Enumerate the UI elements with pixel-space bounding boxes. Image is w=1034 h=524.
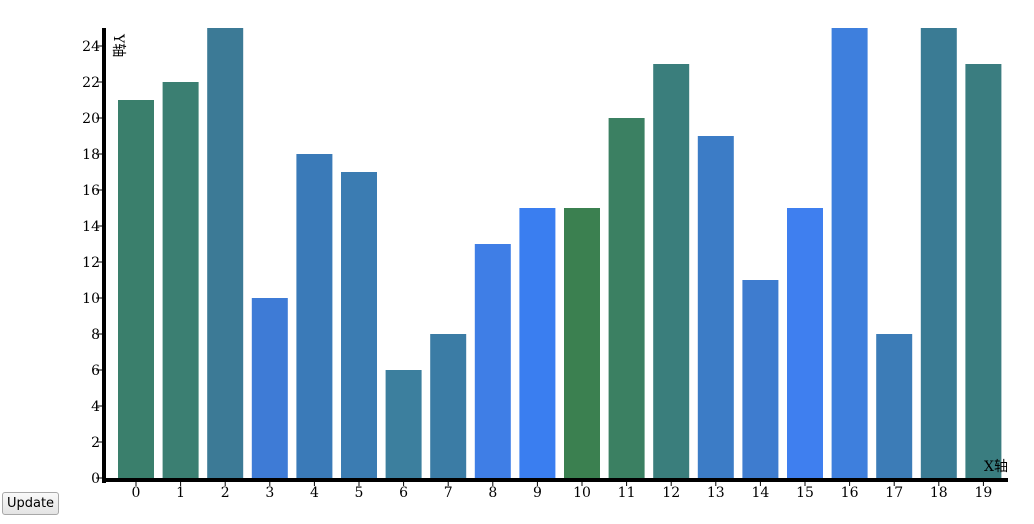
x-tick-label: 3 <box>265 485 274 501</box>
bar-18 <box>920 28 957 478</box>
x-tick-label: 5 <box>355 485 364 501</box>
y-tick-label: 12 <box>82 255 100 271</box>
x-tick-label: 15 <box>796 485 814 501</box>
y-axis-label: Y轴 <box>110 33 126 57</box>
y-tick-label: 20 <box>82 111 100 127</box>
x-tick-label: 17 <box>885 485 903 501</box>
bars-group <box>118 28 1002 478</box>
x-axis: 0 1 2 3 4 5 6 7 8 9 10 11 12 13 14 15 16 17 18 19 X轴 <box>102 459 1008 501</box>
bar-19 <box>965 64 1002 478</box>
y-tick-label: 18 <box>82 147 100 163</box>
bar-16 <box>831 28 868 478</box>
x-tick-label: 2 <box>221 485 230 501</box>
bar-15 <box>787 208 823 478</box>
y-tick-label: 2 <box>91 435 100 451</box>
x-tick-label: 8 <box>488 485 497 501</box>
y-tick-label: 16 <box>82 183 100 199</box>
bar-11 <box>608 118 645 478</box>
bar-5 <box>341 172 377 478</box>
bar-17 <box>876 334 913 478</box>
x-ticks-group: 0 1 2 3 4 5 6 7 8 9 10 11 12 13 14 15 16 17 18 19 <box>132 482 992 501</box>
x-tick-label: 11 <box>618 485 636 501</box>
x-tick-label: 16 <box>841 485 859 501</box>
x-axis-line <box>102 478 1008 482</box>
update-button[interactable]: Update <box>2 492 59 515</box>
bar-1 <box>162 82 199 478</box>
y-tick-label: 10 <box>82 291 100 307</box>
x-tick-label: 4 <box>310 485 319 501</box>
x-tick-label: 1 <box>176 485 185 501</box>
bar-12 <box>653 64 690 478</box>
x-tick-label: 13 <box>707 485 725 501</box>
x-tick-label: 18 <box>930 485 948 501</box>
bar-13 <box>697 136 734 478</box>
x-tick-label: 9 <box>533 485 542 501</box>
x-tick-label: 12 <box>662 485 680 501</box>
y-tick-label: 24 <box>82 39 100 55</box>
x-axis-label: X轴 <box>984 459 1008 475</box>
x-tick-label: 7 <box>444 485 453 501</box>
x-tick-label: 19 <box>974 485 992 501</box>
bar-14 <box>742 280 779 478</box>
y-tick-label: 14 <box>82 219 100 235</box>
y-tick-label: 22 <box>82 75 100 91</box>
x-tick-label: 10 <box>573 485 591 501</box>
y-axis-line <box>102 28 106 483</box>
bar-7 <box>430 334 467 478</box>
bar-3 <box>251 298 288 478</box>
x-tick-label: 14 <box>751 485 769 501</box>
y-tick-label: 0 <box>91 471 100 487</box>
bar-6 <box>385 370 422 478</box>
bar-2 <box>207 28 244 478</box>
y-tick-label: 6 <box>91 363 100 379</box>
bar-4 <box>296 154 333 478</box>
bar-9 <box>519 208 556 478</box>
x-tick-label: 0 <box>132 485 141 501</box>
x-tick-label: 6 <box>399 485 408 501</box>
y-tick-label: 8 <box>91 327 100 343</box>
bar-10 <box>564 208 600 478</box>
bar-8 <box>474 244 511 478</box>
bar-0 <box>118 100 154 478</box>
y-tick-label: 4 <box>91 399 100 415</box>
